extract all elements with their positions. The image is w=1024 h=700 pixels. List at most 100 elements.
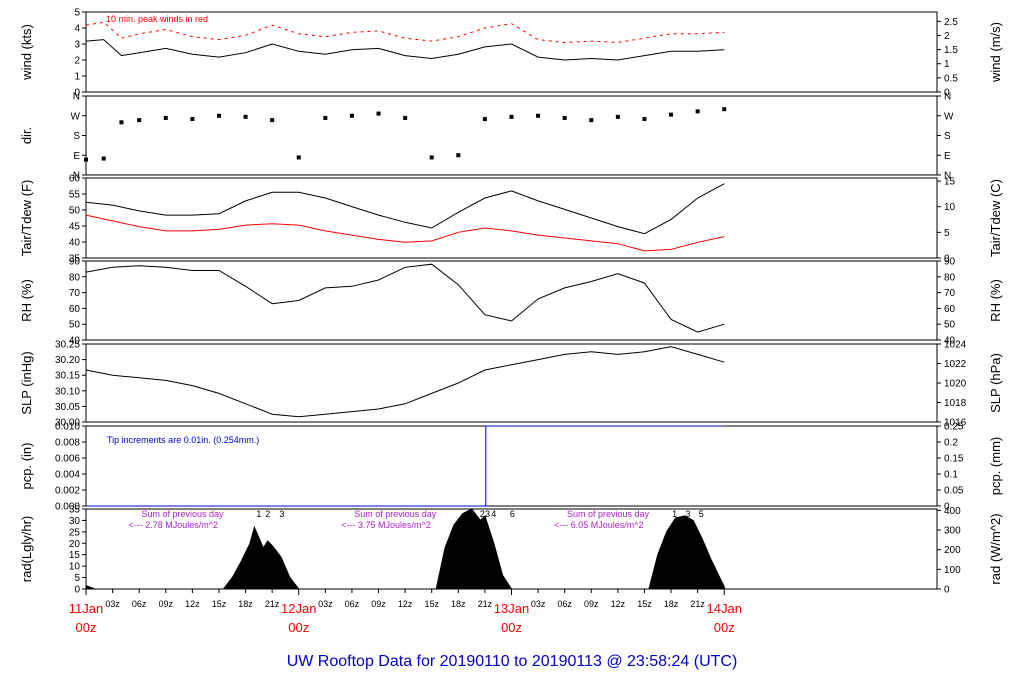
y-tick-label-direction: N	[73, 92, 80, 103]
direction-point	[84, 157, 88, 162]
x-tick-label: 21z	[690, 599, 705, 609]
panel-frame-rh	[85, 260, 938, 341]
y-tick-label-wind: 1	[74, 72, 80, 83]
x-tick-label: 15z	[637, 599, 652, 609]
direction-point	[119, 120, 124, 125]
radiation-marker: 1	[256, 509, 261, 519]
y-tick-label-wind: 0	[74, 88, 80, 99]
y-axis-label-right-rh: RH (%)	[988, 279, 1003, 322]
direction-point	[615, 114, 620, 119]
y-tick-label-right-direction: S	[944, 131, 951, 142]
y-axis-label-temperature: Tair/Tdew (F)	[19, 180, 34, 257]
y-axis-label-wind: wind (kts)	[19, 24, 34, 81]
x-tick-label: 12z	[185, 599, 200, 609]
x-day-time-label: 00z	[714, 620, 735, 635]
x-tick-label: 03z	[318, 599, 333, 609]
series-line-precip-0	[86, 425, 725, 507]
y-tick-label-direction: E	[73, 151, 80, 162]
x-tick-label: 03z	[105, 599, 120, 609]
y-tick-label-pressure: 30.25	[55, 340, 80, 351]
y-tick-label-right-direction: N	[944, 171, 951, 182]
x-tick-label: 15z	[212, 599, 227, 609]
direction-point	[216, 113, 221, 118]
x-tick-label: 21z	[478, 599, 493, 609]
x-tick-label: 09z	[159, 599, 174, 609]
direction-point	[137, 118, 142, 123]
y-tick-label-right-radiation: 300	[944, 526, 961, 537]
y-axis-label-direction: dir.	[19, 127, 34, 144]
y-tick-label-direction: W	[71, 111, 81, 122]
x-tick-label: 18z	[451, 599, 466, 609]
y-tick-label-pressure: 30.00	[55, 418, 80, 429]
radiation-note-line2: <--- 6.05 MJoules/m^2	[554, 520, 644, 530]
y-tick-label-precip: 0.004	[55, 470, 80, 481]
y-tick-label-precip: 0.000	[55, 502, 80, 513]
y-tick-label-right-pressure: 1020	[944, 379, 967, 390]
direction-point	[270, 118, 275, 123]
y-tick-label-right-pressure: 1024	[944, 340, 967, 351]
direction-point	[536, 113, 541, 118]
y-tick-label-wind: 2	[74, 56, 80, 67]
y-tick-label-right-rh: 40	[944, 336, 956, 347]
y-tick-label-right-temperature: 0	[944, 254, 950, 265]
y-tick-label-right-precip: 0.25	[944, 422, 964, 433]
direction-point	[349, 113, 354, 118]
y-tick-label-right-radiation: 0	[944, 585, 950, 596]
series-line-temperature-1	[85, 214, 725, 252]
y-tick-label-right-wind: 1.5	[944, 45, 958, 56]
y-tick-label-right-wind: 0.5	[944, 73, 958, 84]
y-tick-label-precip: 0.006	[55, 454, 80, 465]
x-day-label: 12Jan	[281, 601, 316, 616]
y-tick-label-temperature: 40	[69, 238, 81, 249]
y-tick-label-wind: 5	[74, 8, 80, 19]
y-axis-label-right-wind: wind (m/s)	[988, 22, 1003, 83]
direction-point	[589, 118, 594, 123]
y-tick-label-rh: 80	[69, 272, 81, 283]
y-tick-label-right-precip: 0.1	[944, 470, 958, 481]
y-tick-label-precip: 0.010	[55, 422, 80, 433]
direction-point	[509, 114, 514, 119]
x-tick-label: 21z	[265, 599, 280, 609]
x-tick-label: 09z	[584, 599, 599, 609]
y-tick-label-temperature: 50	[69, 206, 81, 217]
radiation-marker: 6	[510, 509, 515, 519]
y-tick-label-rh: 50	[69, 320, 81, 331]
y-tick-label-right-rh: 90	[944, 257, 956, 268]
y-tick-label-right-precip: 0.2	[944, 438, 958, 449]
y-tick-label-right-temperature: 15	[944, 177, 956, 188]
y-tick-label-right-wind: 2	[944, 31, 950, 42]
radiation-marker: 4	[491, 509, 496, 519]
y-tick-label-pressure: 30.20	[55, 355, 80, 366]
y-tick-label-right-precip: 0	[944, 502, 950, 513]
y-tick-label-radiation: 30	[69, 516, 81, 527]
y-tick-label-right-wind: 0	[944, 88, 950, 99]
y-tick-label-radiation: 20	[69, 539, 81, 550]
direction-point	[642, 117, 647, 122]
x-day-time-label: 00z	[288, 620, 309, 635]
y-tick-label-right-wind: 1	[944, 59, 950, 70]
y-tick-label-right-direction: N	[944, 92, 951, 103]
radiation-marker: 2	[480, 509, 485, 519]
y-tick-label-right-temperature: 5	[944, 228, 950, 239]
x-day-label: 14Jan	[707, 601, 742, 616]
direction-point	[695, 109, 700, 114]
radiation-note-line1: Sum of previous day	[567, 509, 650, 519]
y-tick-label-rh: 40	[69, 336, 81, 347]
y-tick-label-pressure: 30.05	[55, 402, 80, 413]
radiation-note-line2: <--- 3.75 MJoules/m^2	[341, 520, 431, 530]
y-tick-label-pressure: 30.10	[55, 386, 80, 397]
y-axis-label-right-precip: pcp. (mm)	[988, 437, 1003, 496]
radiation-marker: 5	[699, 509, 704, 519]
panel-frame-direction	[85, 95, 938, 176]
y-tick-label-right-pressure: 1022	[944, 359, 967, 370]
y-axis-label-pressure: SLP (inHg)	[19, 351, 34, 414]
x-day-label: 13Jan	[494, 601, 529, 616]
y-tick-label-direction: N	[73, 171, 80, 182]
direction-point	[190, 117, 195, 122]
x-tick-label: 06z	[132, 599, 147, 609]
y-tick-label-right-rh: 80	[944, 272, 956, 283]
y-tick-label-right-radiation: 100	[944, 565, 961, 576]
x-tick-label: 03z	[531, 599, 546, 609]
series-line-wind-0	[85, 39, 725, 61]
y-tick-label-right-temperature: 10	[944, 202, 956, 213]
